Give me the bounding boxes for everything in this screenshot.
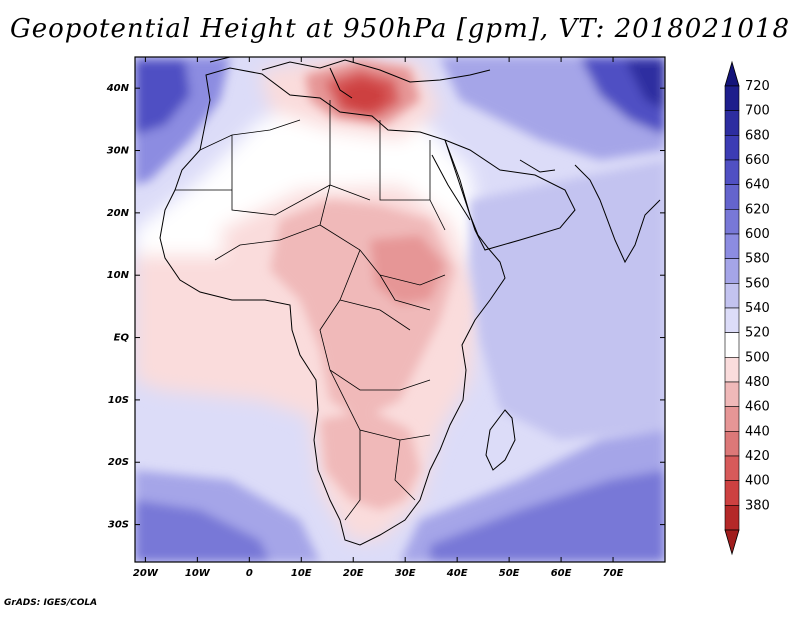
africa-coastline (159, 67, 506, 546)
colorbar-label: 500 (745, 350, 770, 365)
colorbar-swatch (724, 258, 740, 284)
colorbar-label: 580 (745, 252, 770, 267)
map-title: Geopotential Height at 950hPa [gpm], VT:… (9, 14, 791, 44)
lon-tick-label: 40E (446, 568, 468, 579)
colorbar-swatch (724, 233, 740, 259)
colorbar-swatch (724, 135, 740, 161)
lat-tick-label: 30S (108, 520, 129, 531)
colorbar-swatch (724, 455, 740, 481)
colorbar-label: 640 (745, 178, 770, 193)
field-north-atlantic-core (135, 60, 190, 135)
colorbar-label: 600 (745, 227, 770, 242)
colorbar-swatch (724, 110, 740, 136)
colorbar-swatch (724, 85, 740, 111)
field-southern-africa-red (320, 410, 420, 510)
lat-tick-label: 40N (106, 83, 130, 94)
colorbar-label: 440 (745, 424, 770, 439)
lon-tick-label: 10W (185, 568, 211, 579)
colorbar-swatch (724, 184, 740, 210)
colorbar-swatch (724, 159, 740, 185)
lon-tick-label: 70E (603, 568, 624, 579)
colorbar-swatch (724, 505, 740, 531)
colorbar-label: 700 (745, 104, 770, 119)
lon-tick-label: 10E (291, 568, 312, 579)
lat-tick-label: 20S (108, 457, 129, 468)
colorbar-swatch (724, 406, 740, 432)
lat-tick-label: EQ (114, 333, 130, 344)
colorbar-swatch (724, 480, 740, 506)
colorbar-label: 720 (745, 79, 770, 94)
lon-tick-label: 20E (343, 568, 364, 579)
colorbar: 720 700 680 660 640 620 600 580 560 540 520 500 480 4… (724, 60, 770, 556)
colorbar-swatch (724, 332, 740, 358)
lat-tick-label: 10S (108, 395, 129, 406)
colorbar-label: 620 (745, 202, 770, 217)
colorbar-label: 540 (745, 301, 770, 316)
arabia-coastline (444, 139, 576, 251)
colorbar-swatch (724, 283, 740, 309)
colorbar-over-triangle (724, 60, 740, 87)
europe-coastline (209, 57, 491, 99)
field-central-africa-core (370, 235, 445, 305)
colorbar-swatch (724, 381, 740, 407)
lat-tick-label: 30N (107, 146, 130, 157)
lat-tick-label: 20N (107, 208, 130, 219)
colorbar-label: 520 (745, 326, 770, 341)
lon-tick-label: 20W (133, 568, 159, 579)
shaded-field (135, 57, 665, 562)
colorbar-swatch (724, 431, 740, 457)
colorbar-label: 400 (745, 474, 770, 489)
colorbar-label: 460 (745, 400, 770, 415)
colorbar-swatch (724, 209, 740, 235)
colorbar-label: 420 (745, 449, 770, 464)
field-himalaya-core (625, 60, 665, 110)
grads-credit: GrADS: IGES/COLA (4, 598, 98, 608)
lat-tick-label: 10N (107, 270, 130, 281)
lon-tick-label: 30E (395, 568, 416, 579)
colorbar-label: 480 (745, 375, 770, 390)
plot-frame (134, 56, 666, 563)
lon-tick-label: 0 (246, 568, 253, 579)
latitude-ticks: 40N 30N 20N 10N EQ 10S 20S 30S (106, 83, 665, 531)
colorbar-label: 560 (745, 276, 770, 291)
madagascar-coastline (485, 409, 516, 471)
colorbar-under-triangle (724, 529, 740, 556)
red-sea (431, 154, 471, 221)
colorbar-swatch (724, 307, 740, 333)
coastlines (159, 57, 661, 546)
field-south-atlantic-core (135, 500, 270, 562)
field-south-indian-core (430, 470, 665, 562)
field-mediterranean-core (340, 80, 385, 112)
colorbar-label: 680 (745, 128, 770, 143)
lon-tick-label: 60E (551, 568, 572, 579)
persian-gulf (519, 159, 556, 173)
lon-tick-label: 50E (499, 568, 520, 579)
colorbar-swatch (724, 357, 740, 383)
colorbar-label: 660 (745, 153, 770, 168)
colorbar-label: 380 (745, 498, 770, 513)
field-indian-ocean-blue (470, 160, 665, 440)
country-borders (175, 100, 446, 521)
longitude-ticks: 20W 10W 0 10E 20E 30E 40E 50E 60E 70E (133, 57, 624, 579)
india-coastline (574, 164, 661, 264)
